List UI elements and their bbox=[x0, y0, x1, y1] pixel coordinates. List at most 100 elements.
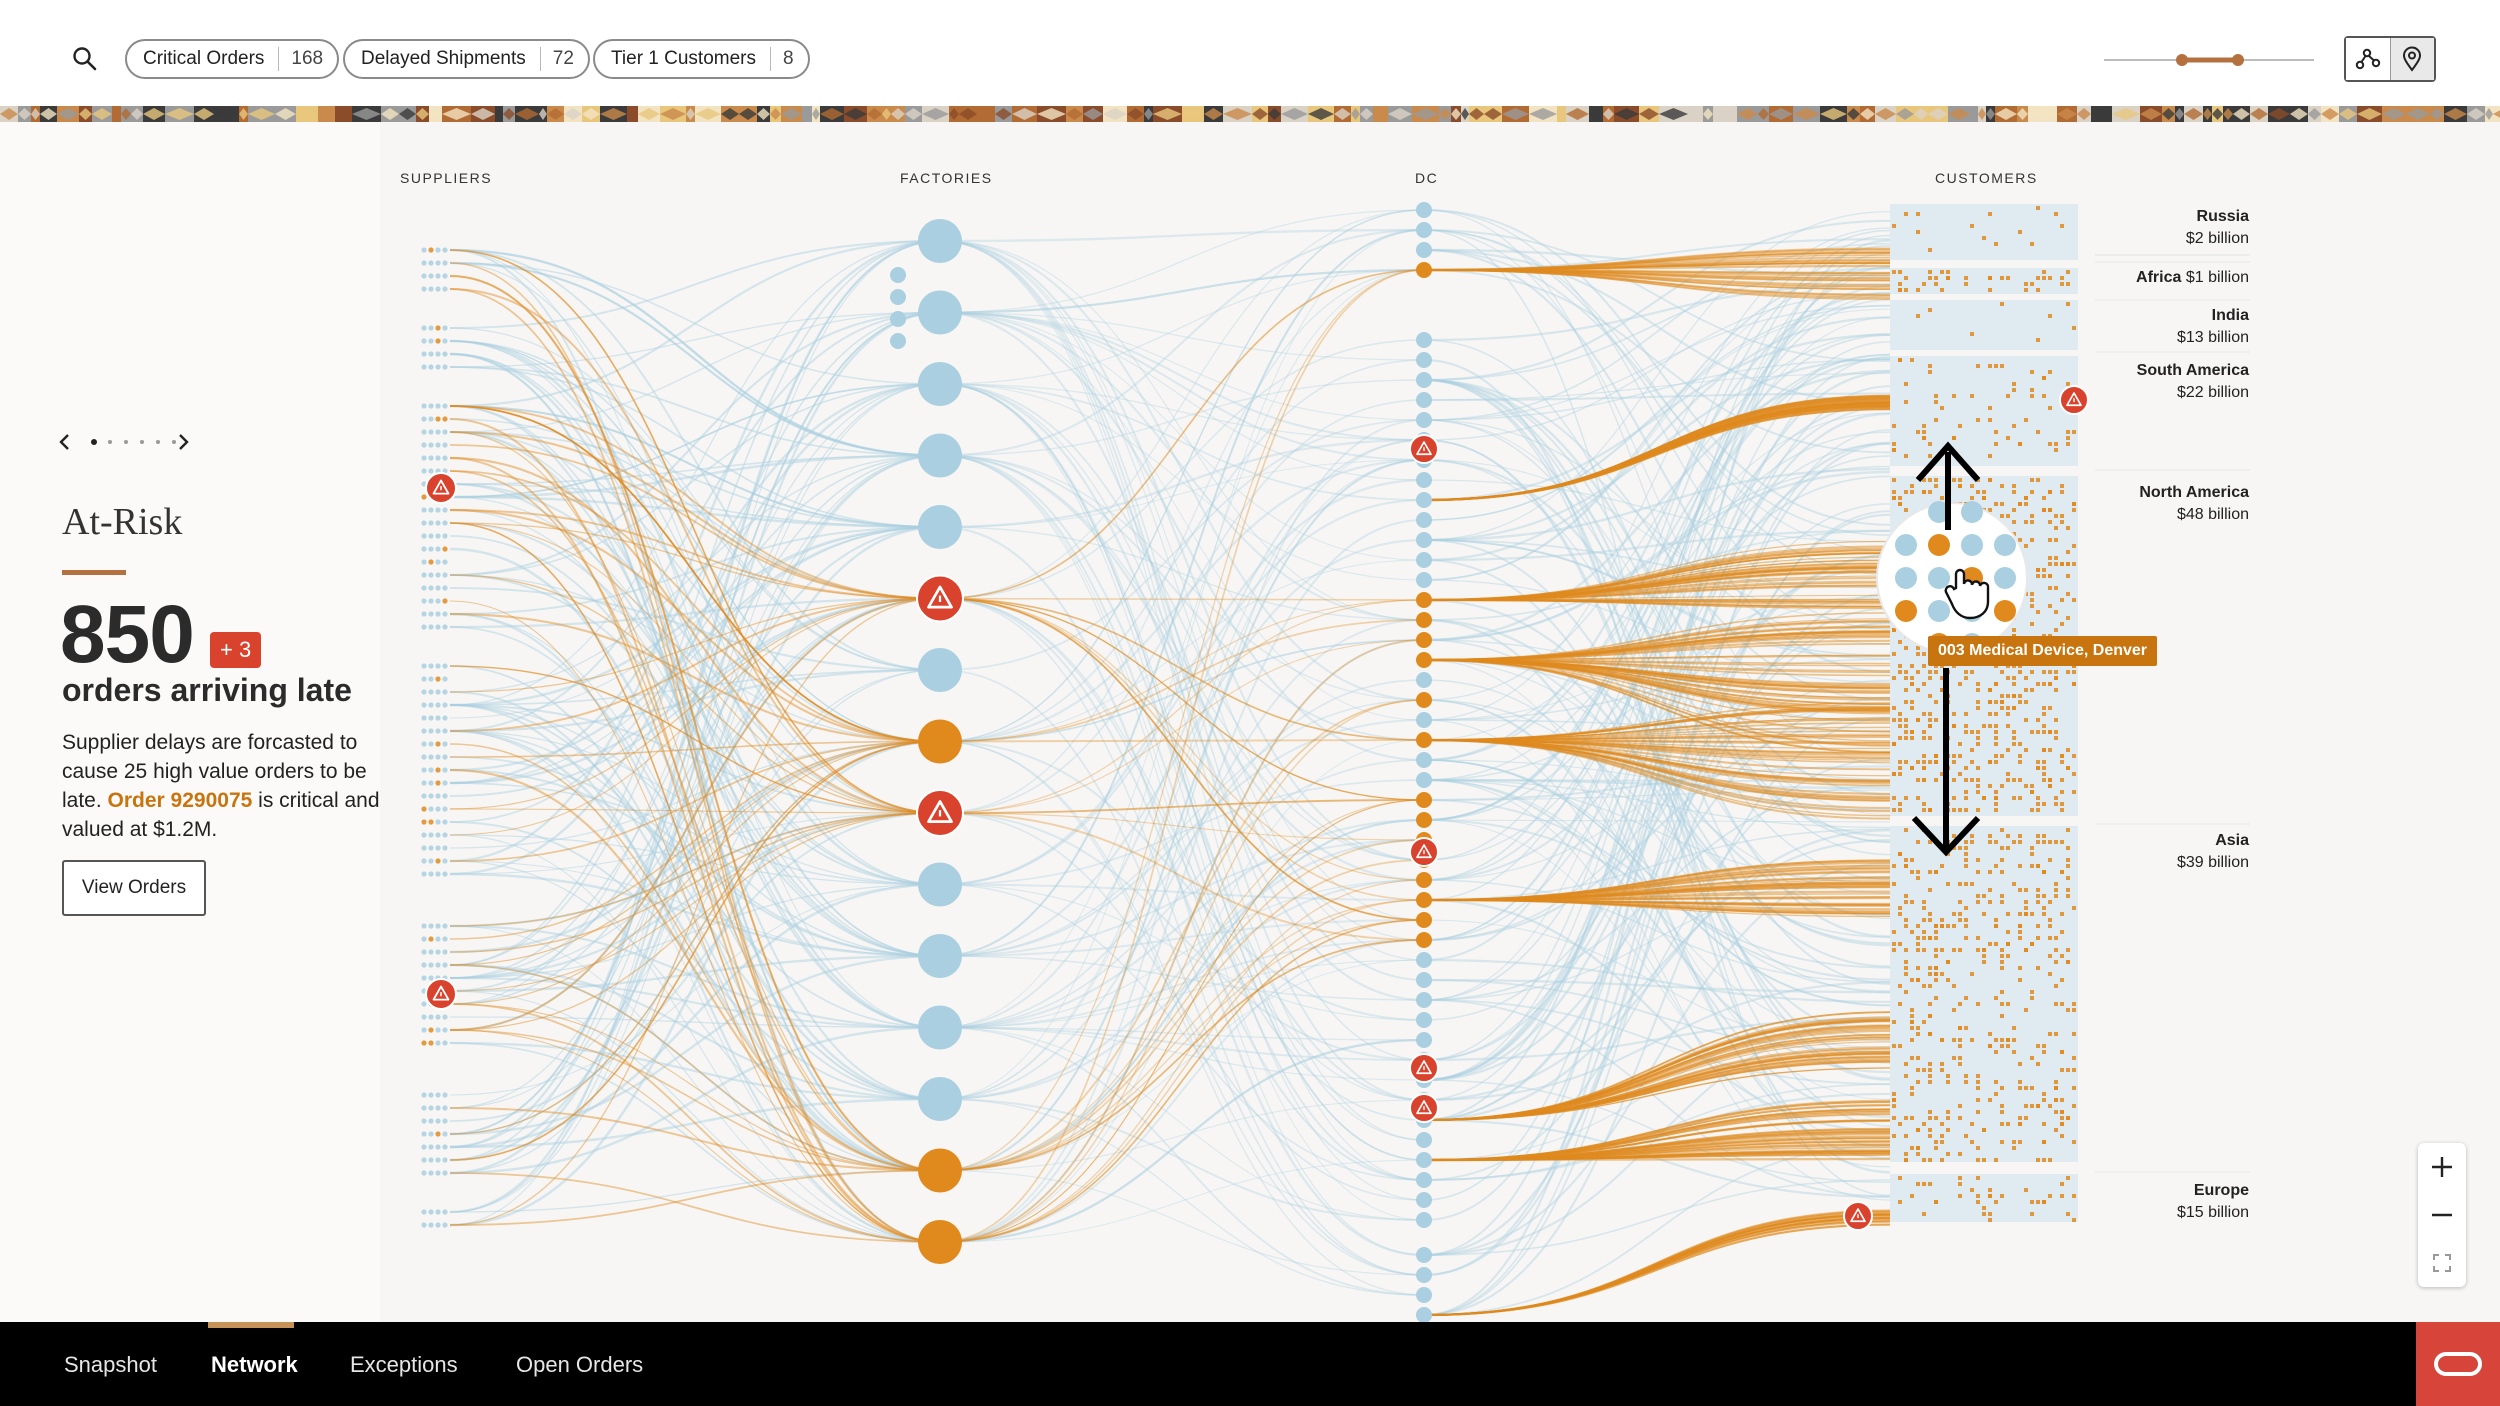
factory-node[interactable] bbox=[918, 934, 962, 978]
supplier-node[interactable] bbox=[428, 364, 434, 370]
region-label-russia[interactable]: Russia $2 billion bbox=[2186, 206, 2249, 250]
supplier-node[interactable] bbox=[428, 572, 434, 578]
supplier-node[interactable] bbox=[421, 702, 427, 708]
supplier-node[interactable] bbox=[428, 546, 434, 552]
pager-dot[interactable] bbox=[91, 439, 97, 445]
supplier-node[interactable] bbox=[442, 533, 448, 539]
supplier-node[interactable] bbox=[428, 455, 434, 461]
dc-node[interactable] bbox=[1416, 242, 1432, 258]
supplier-node[interactable] bbox=[421, 572, 427, 578]
supplier-node[interactable] bbox=[435, 1222, 441, 1228]
supplier-node[interactable] bbox=[428, 1027, 434, 1033]
supplier-node[interactable] bbox=[435, 403, 441, 409]
supplier-node[interactable] bbox=[428, 351, 434, 357]
zoom-in-button[interactable] bbox=[2418, 1143, 2466, 1191]
supplier-node[interactable] bbox=[435, 286, 441, 292]
oracle-logo-button[interactable] bbox=[2416, 1322, 2500, 1406]
customer-block[interactable] bbox=[1890, 826, 2078, 1162]
supplier-node[interactable] bbox=[421, 559, 427, 565]
supplier-node[interactable] bbox=[421, 1118, 427, 1124]
slider-handle-end[interactable] bbox=[2232, 54, 2244, 66]
supplier-node[interactable] bbox=[442, 819, 448, 825]
supplier-node[interactable] bbox=[428, 728, 434, 734]
supplier-node[interactable] bbox=[421, 1131, 427, 1137]
dc-node[interactable] bbox=[1416, 492, 1432, 508]
dc-node[interactable] bbox=[1416, 1247, 1432, 1263]
supplier-node[interactable] bbox=[421, 793, 427, 799]
magnified-order-dot[interactable] bbox=[1895, 600, 1917, 622]
supplier-node[interactable] bbox=[435, 572, 441, 578]
supplier-node[interactable] bbox=[435, 1209, 441, 1215]
supplier-node[interactable] bbox=[421, 598, 427, 604]
supplier-node[interactable] bbox=[428, 793, 434, 799]
region-label-south-america[interactable]: South America $22 billion bbox=[2137, 360, 2249, 404]
supplier-node[interactable] bbox=[442, 1118, 448, 1124]
supplier-node[interactable] bbox=[442, 416, 448, 422]
alert-marker[interactable] bbox=[425, 978, 457, 1010]
supplier-node[interactable] bbox=[428, 1209, 434, 1215]
supplier-node[interactable] bbox=[428, 507, 434, 513]
supplier-node[interactable] bbox=[428, 273, 434, 279]
supplier-node[interactable] bbox=[442, 962, 448, 968]
pager-dot[interactable] bbox=[108, 440, 112, 444]
dc-node[interactable] bbox=[1416, 332, 1432, 348]
dc-node[interactable] bbox=[1416, 732, 1432, 748]
factory-subnode[interactable] bbox=[890, 289, 906, 305]
supplier-node[interactable] bbox=[421, 1144, 427, 1150]
supplier-node[interactable] bbox=[442, 1105, 448, 1111]
supplier-node[interactable] bbox=[421, 468, 427, 474]
supplier-node[interactable] bbox=[435, 1170, 441, 1176]
supplier-node[interactable] bbox=[435, 260, 441, 266]
magnified-order-dot[interactable] bbox=[1928, 600, 1950, 622]
supplier-node[interactable] bbox=[442, 624, 448, 630]
supplier-node[interactable] bbox=[428, 936, 434, 942]
supplier-node[interactable] bbox=[428, 1144, 434, 1150]
supplier-node[interactable] bbox=[442, 1014, 448, 1020]
supplier-node[interactable] bbox=[435, 442, 441, 448]
dc-node[interactable] bbox=[1416, 952, 1432, 968]
magnified-order-dot[interactable] bbox=[1961, 501, 1983, 523]
dc-node[interactable] bbox=[1416, 652, 1432, 668]
view-orders-button[interactable]: View Orders bbox=[62, 860, 206, 916]
supplier-node[interactable] bbox=[435, 1027, 441, 1033]
magnified-order-dot[interactable] bbox=[1994, 600, 2016, 622]
dc-node[interactable] bbox=[1416, 1032, 1432, 1048]
dc-node[interactable] bbox=[1416, 1267, 1432, 1283]
supplier-node[interactable] bbox=[435, 338, 441, 344]
supplier-node[interactable] bbox=[435, 845, 441, 851]
dc-node[interactable] bbox=[1416, 532, 1432, 548]
supplier-node[interactable] bbox=[435, 767, 441, 773]
supplier-node[interactable] bbox=[435, 1131, 441, 1137]
supplier-node[interactable] bbox=[442, 260, 448, 266]
dc-node[interactable] bbox=[1416, 412, 1432, 428]
supplier-node[interactable] bbox=[421, 507, 427, 513]
supplier-node[interactable] bbox=[435, 676, 441, 682]
supplier-node[interactable] bbox=[421, 429, 427, 435]
supplier-node[interactable] bbox=[428, 871, 434, 877]
supplier-node[interactable] bbox=[442, 351, 448, 357]
slider-handle-start[interactable] bbox=[2176, 54, 2188, 66]
supplier-node[interactable] bbox=[428, 260, 434, 266]
supplier-node[interactable] bbox=[428, 715, 434, 721]
alert-marker[interactable] bbox=[2059, 385, 2089, 415]
customer-block[interactable] bbox=[1890, 356, 2078, 466]
region-label-north-america[interactable]: North America $48 billion bbox=[2139, 482, 2249, 526]
dc-node[interactable] bbox=[1416, 612, 1432, 628]
supplier-node[interactable] bbox=[421, 364, 427, 370]
supplier-node[interactable] bbox=[435, 754, 441, 760]
supplier-node[interactable] bbox=[421, 936, 427, 942]
dc-node[interactable] bbox=[1416, 472, 1432, 488]
alert-marker[interactable] bbox=[916, 574, 964, 623]
supplier-node[interactable] bbox=[442, 923, 448, 929]
supplier-node[interactable] bbox=[442, 793, 448, 799]
order-link[interactable]: Order 9290075 bbox=[107, 789, 253, 812]
supplier-node[interactable] bbox=[442, 442, 448, 448]
supplier-node[interactable] bbox=[442, 546, 448, 552]
supplier-node[interactable] bbox=[442, 1144, 448, 1150]
alert-marker[interactable] bbox=[425, 472, 457, 504]
supplier-node[interactable] bbox=[435, 351, 441, 357]
supplier-node[interactable] bbox=[421, 338, 427, 344]
dc-node[interactable] bbox=[1416, 1152, 1432, 1168]
supplier-node[interactable] bbox=[421, 1170, 427, 1176]
factory-node[interactable] bbox=[918, 862, 962, 907]
